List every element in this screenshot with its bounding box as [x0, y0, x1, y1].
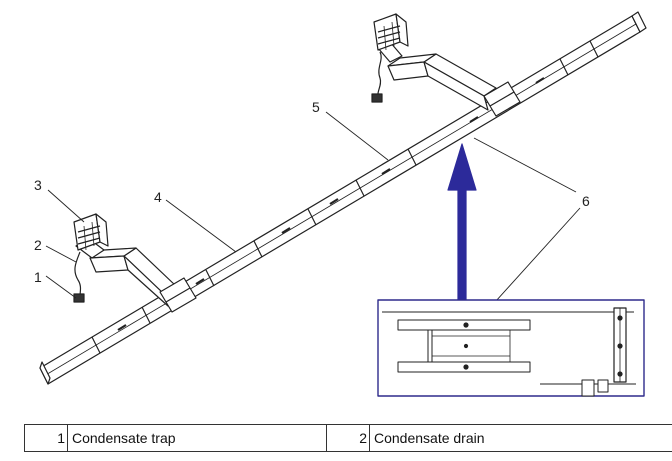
legend-number-1: 1 — [24, 424, 68, 452]
callout-2: 2 — [34, 237, 42, 253]
legend-description-1: Condensate trap — [67, 424, 327, 452]
legend-table: 1 Condensate trap 2 Condensate drain — [24, 424, 672, 452]
callout-1: 1 — [34, 269, 42, 285]
legend-description-2: Condensate drain — [369, 424, 672, 452]
legend-row: 1 Condensate trap 2 Condensate drain — [24, 424, 672, 452]
duct-system-diagram: 1 2 3 4 5 6 — [34, 11, 647, 397]
callout-6: 6 — [582, 193, 590, 209]
left-branch-duct — [73, 213, 197, 313]
blue-up-arrow-icon — [447, 143, 477, 303]
callout-4: 4 — [154, 189, 162, 205]
right-branch-duct — [371, 13, 521, 117]
callout-3: 3 — [34, 177, 42, 193]
callout-5: 5 — [312, 99, 320, 115]
left-condensate-trap — [73, 293, 85, 303]
right-condensate-drain — [371, 51, 383, 103]
left-hopper — [73, 213, 109, 251]
inset-detail — [377, 299, 645, 397]
right-hopper — [373, 13, 409, 51]
left-condensate-drain — [73, 251, 85, 303]
right-condensate-trap — [371, 93, 383, 103]
legend-number-2: 2 — [326, 424, 370, 452]
